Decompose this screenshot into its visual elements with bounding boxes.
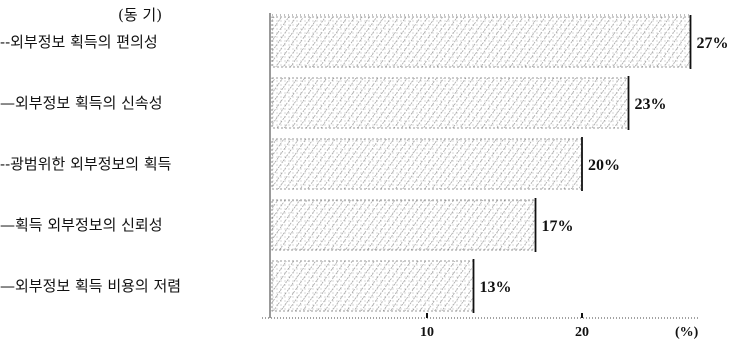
bar-texture [272, 200, 536, 250]
value-label: 13% [480, 279, 512, 296]
bar-texture [272, 139, 582, 189]
chart-header: (동 기) [118, 6, 162, 24]
bar-texture [272, 78, 629, 128]
value-label: 23% [635, 96, 667, 113]
value-label: 17% [542, 218, 574, 235]
category-label: --광범위한 외부정보의 획득 [0, 155, 172, 173]
bar-texture [272, 17, 691, 67]
x-tick-label: 20 [575, 325, 589, 340]
category-label: —외부정보 획득의 신속성 [0, 94, 163, 112]
bar-texture [272, 261, 474, 311]
x-tick-label: 10 [420, 325, 434, 340]
category-label: —외부정보 획득 비용의 저렴 [0, 277, 181, 295]
x-ticks-layer: 10 20 [420, 313, 589, 340]
bars-layer: --외부정보 획득의 편의성 27% —외부정보 획득의 신속성 23% --광범위한 … [0, 13, 729, 318]
x-axis-unit-label: (%) [675, 325, 699, 340]
category-label: —획득 외부정보의 신뢰성 [0, 216, 163, 234]
value-label: 20% [588, 157, 620, 174]
category-label: --외부정보 획득의 편의성 [0, 33, 158, 51]
value-label: 27% [697, 35, 729, 52]
